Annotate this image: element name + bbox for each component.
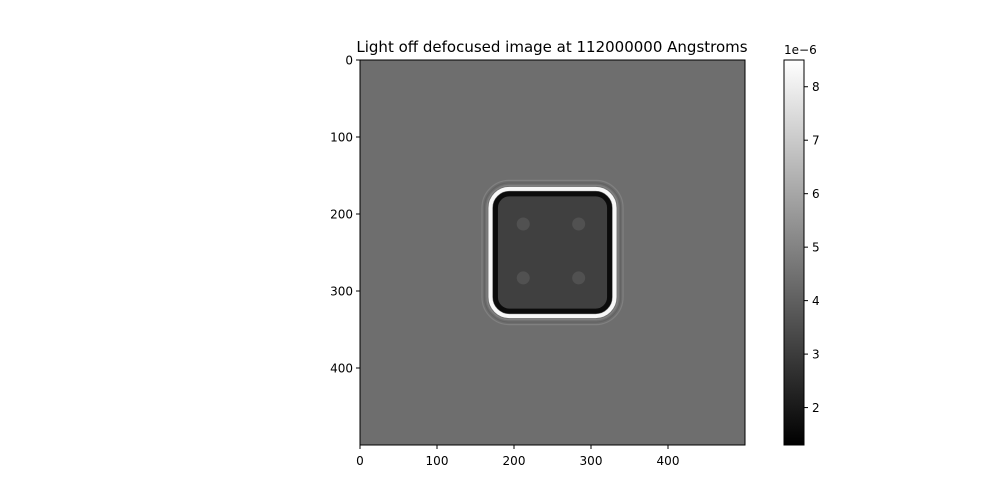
colorbar-gradient xyxy=(783,59,805,446)
x-axis: 0 100 200 300 400 xyxy=(356,445,679,468)
inner-square xyxy=(492,191,613,314)
heatmap-image xyxy=(360,60,745,445)
colorbar-tick-label: 8 xyxy=(812,80,820,94)
image-spot xyxy=(516,217,530,231)
y-tick-label: 200 xyxy=(330,208,353,222)
colorbar-tick-label: 5 xyxy=(812,241,820,255)
y-tick-label: 300 xyxy=(330,285,353,299)
chart-title: Light off defocused image at 112000000 A… xyxy=(356,38,747,56)
colorbar-tick-label: 2 xyxy=(812,401,820,415)
bright-rim xyxy=(488,186,617,319)
y-axis: 0 100 200 300 400 xyxy=(330,54,360,376)
plot-frame xyxy=(359,59,746,446)
y-tick-label: 400 xyxy=(330,362,353,376)
colorbar-tick-label: 7 xyxy=(812,134,820,148)
fringe-ring xyxy=(481,179,624,326)
fringe-ring xyxy=(486,184,619,321)
y-tick-label: 0 xyxy=(345,54,353,68)
fringe-ring xyxy=(483,182,622,323)
colorbar: 2 3 4 5 6 7 8 1e−6 xyxy=(783,43,820,446)
x-tick-label: 200 xyxy=(503,454,526,468)
colorbar-tick-label: 4 xyxy=(812,294,820,308)
y-tick-label: 100 xyxy=(330,131,353,145)
x-tick-label: 300 xyxy=(580,454,603,468)
colorbar-exponent-label: 1e−6 xyxy=(784,43,817,57)
x-tick-label: 400 xyxy=(657,454,680,468)
image-spot xyxy=(572,217,586,231)
colorbar-tick-label: 6 xyxy=(812,187,820,201)
image-spot xyxy=(572,271,586,285)
colorbar-ticks: 2 3 4 5 6 7 8 xyxy=(804,80,820,415)
x-tick-label: 0 xyxy=(356,454,364,468)
image-spot xyxy=(516,271,530,285)
colorbar-tick-label: 3 xyxy=(812,348,820,362)
x-tick-label: 100 xyxy=(426,454,449,468)
